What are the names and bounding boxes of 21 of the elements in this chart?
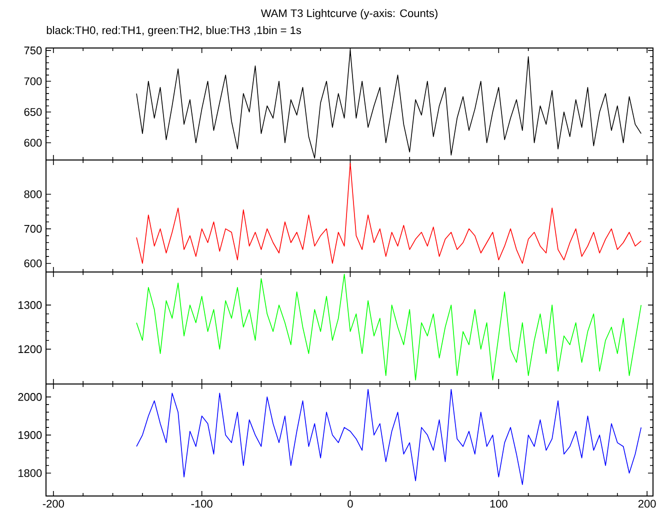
y-tick-label: 2000	[18, 393, 42, 401]
y-tick-label: 800	[24, 190, 42, 198]
y-tick-label: 600	[24, 259, 42, 268]
x-tick-label: 0	[348, 500, 353, 508]
y-tick-label: 700	[24, 224, 42, 233]
x-tick-label: -200	[42, 500, 64, 508]
y-tick-label: 600	[24, 138, 42, 147]
y-tick-label: 1800	[18, 469, 42, 478]
x-tick-label: -100	[191, 500, 212, 508]
y-tick-label: 1900	[18, 431, 42, 439]
chart-title: WAM T3 Lightcurve (y-axis: Counts)	[260, 9, 438, 20]
x-tick-label: 200	[638, 500, 656, 508]
chart-subtitle: black:TH0, red:TH1, green:TH2, blue:TH3 ,1bin = 1s	[46, 26, 302, 36]
line-series	[136, 274, 642, 380]
y-tick-label: 750	[24, 46, 42, 54]
x-tick-label: 100	[490, 500, 508, 508]
y-tick-label: 1300	[18, 301, 42, 309]
y-tick-label: 650	[24, 108, 42, 116]
y-tick-label: 1200	[18, 345, 42, 354]
y-tick-label: 700	[24, 77, 42, 86]
line-series	[136, 388, 642, 485]
